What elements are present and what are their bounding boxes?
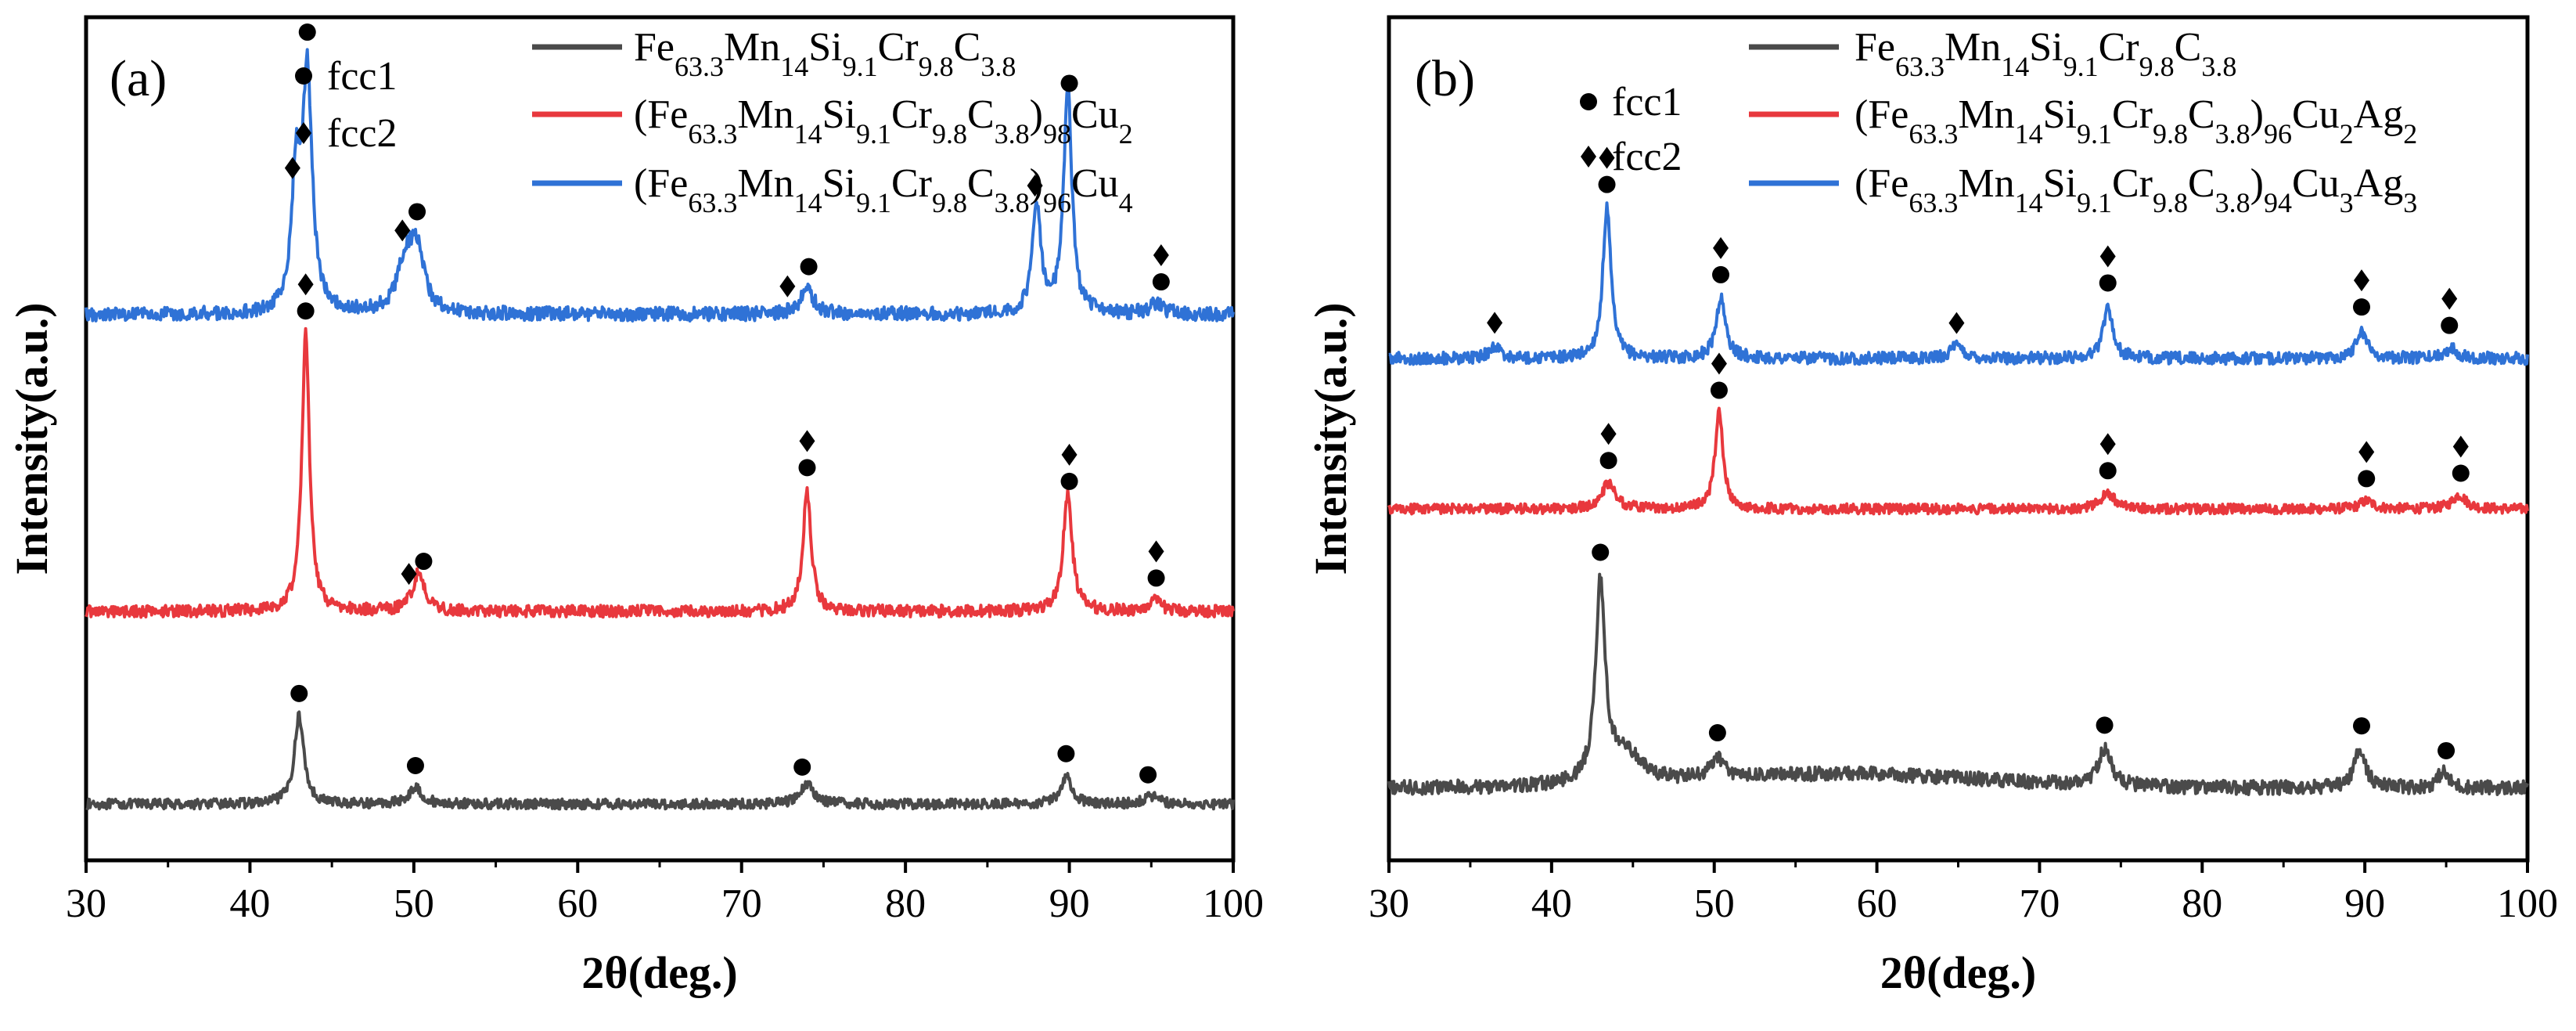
legend-label: (Fe63.3Mn14Si9.1Cr9.8C3.8)98Cu2 (634, 92, 1133, 150)
fcc1-marker (2352, 298, 2370, 316)
x-tick-label: 100 (1203, 881, 1264, 926)
fcc1-marker (1599, 452, 1617, 470)
fcc1-marker (1708, 724, 1726, 742)
series-line-0 (85, 710, 1235, 811)
series-line-2 (1388, 201, 2529, 366)
legend-fcc1-label: fcc1 (327, 54, 397, 99)
legend-fcc1-symbol (1580, 93, 1597, 110)
fcc2-marker (779, 275, 796, 297)
fcc2-marker (284, 157, 300, 179)
fcc1-marker (1139, 766, 1157, 784)
legend-fcc2-symbol (1581, 146, 1596, 168)
fcc1-marker (298, 23, 316, 41)
fcc1-marker (415, 553, 433, 571)
fcc2-marker (2099, 245, 2116, 268)
fcc2-marker (297, 273, 314, 296)
legend-label: (Fe63.3Mn14Si9.1Cr9.8C3.8)96Cu4 (634, 161, 1133, 218)
x-tick-label: 50 (394, 881, 434, 926)
fcc1-marker (1712, 265, 1730, 283)
legend-label: (Fe63.3Mn14Si9.1Cr9.8C3.8)96Cu2Ag2 (1855, 92, 2417, 150)
legend-label: Fe63.3Mn14Si9.1Cr9.8C3.8 (634, 25, 1016, 82)
x-axis-label: 2θ(deg.) (1880, 947, 2036, 998)
x-tick-label: 70 (721, 881, 762, 926)
fcc1-marker (1057, 744, 1075, 762)
fcc2-marker (401, 563, 417, 586)
x-tick-label: 70 (2019, 881, 2060, 926)
fcc2-marker (1027, 175, 1043, 197)
fcc2-marker (2441, 287, 2458, 310)
x-tick-label: 40 (1531, 881, 1572, 926)
fcc1-marker (2452, 464, 2470, 482)
fcc1-marker (297, 302, 315, 320)
panel-label: (a) (110, 50, 167, 107)
fcc2-marker (2452, 435, 2469, 458)
fcc1-marker (406, 756, 424, 774)
fcc2-marker (1153, 244, 1169, 267)
fcc1-marker (800, 258, 818, 276)
legend-fcc1-label: fcc1 (1612, 80, 1682, 124)
fcc1-marker (1060, 472, 1078, 490)
fcc1-marker (2099, 462, 2117, 480)
x-tick-label: 50 (1694, 881, 1735, 926)
x-tick-label: 100 (2497, 881, 2558, 926)
x-tick-label: 90 (2344, 881, 2385, 926)
fcc2-marker (1711, 352, 1727, 375)
fcc1-marker (1710, 381, 1728, 399)
x-tick-label: 80 (2182, 881, 2222, 926)
fcc2-marker (1713, 236, 1729, 259)
y-axis-label: Intensity(a.u.) (1305, 302, 1356, 575)
fcc1-marker (1598, 175, 1616, 193)
panel-b: 30 40 50 60 70 80 90 100 2θ(deg.) Intensity(a.u.)… (1305, 15, 2558, 998)
fcc1-marker (1592, 543, 1610, 561)
fcc2-marker (1061, 443, 1078, 466)
legend-label: (Fe63.3Mn14Si9.1Cr9.8C3.8)94Cu3Ag3 (1855, 161, 2417, 218)
fcc1-marker (1152, 273, 1170, 291)
legend-label: Fe63.3Mn14Si9.1Cr9.8C3.8 (1855, 25, 2236, 82)
legend-fcc2-symbol (296, 122, 311, 144)
fcc2-marker (2099, 433, 2116, 456)
x-tick-label: 80 (885, 881, 926, 926)
fcc1-marker (2441, 316, 2459, 334)
x-tick-label: 30 (1369, 881, 1409, 926)
fcc2-marker (2353, 269, 2369, 292)
y-axis-label: Intensity(a.u.) (6, 302, 57, 575)
fcc2-marker (1948, 312, 1965, 334)
fcc1-marker (2352, 717, 2370, 735)
fcc2-marker (1600, 423, 1617, 445)
x-tick-label: 30 (66, 881, 106, 926)
x-axis-label: 2θ(deg.) (581, 947, 737, 998)
fcc1-marker (2437, 741, 2455, 759)
plot-frame (1387, 15, 2530, 863)
fcc2-marker (394, 219, 411, 242)
fcc2-marker (2358, 441, 2375, 463)
x-tick-label: 60 (557, 881, 598, 926)
fcc2-marker (1599, 146, 1615, 169)
fcc1-marker (2096, 716, 2114, 734)
fcc1-marker (290, 684, 308, 702)
series-line-1 (1387, 406, 2529, 516)
fcc1-marker (1060, 74, 1078, 92)
fcc1-marker (798, 459, 816, 477)
fcc1-marker (793, 758, 811, 776)
legend-fcc1-symbol (295, 67, 312, 85)
series-line-2 (85, 48, 1235, 323)
legend-fcc2-label: fcc2 (1612, 135, 1682, 179)
panel-label: (b) (1415, 50, 1475, 107)
x-tick-label: 60 (1857, 881, 1898, 926)
series-line-1 (85, 326, 1235, 619)
fcc1-marker (2099, 274, 2117, 292)
fcc1-marker (1147, 569, 1165, 587)
fcc2-marker (1487, 312, 1503, 334)
panel-a: 30 40 50 60 70 80 90 100 2θ(deg.) Intensity(a.u.)… (6, 15, 1264, 998)
series-line-0 (1387, 572, 2529, 796)
fcc1-marker (2358, 470, 2376, 488)
x-tick-label: 90 (1049, 881, 1090, 926)
x-tick-label: 40 (229, 881, 270, 926)
fcc2-marker (1148, 540, 1164, 563)
fcc2-marker (799, 430, 815, 452)
fcc1-marker (408, 203, 426, 221)
legend-fcc2-label: fcc2 (327, 111, 397, 156)
